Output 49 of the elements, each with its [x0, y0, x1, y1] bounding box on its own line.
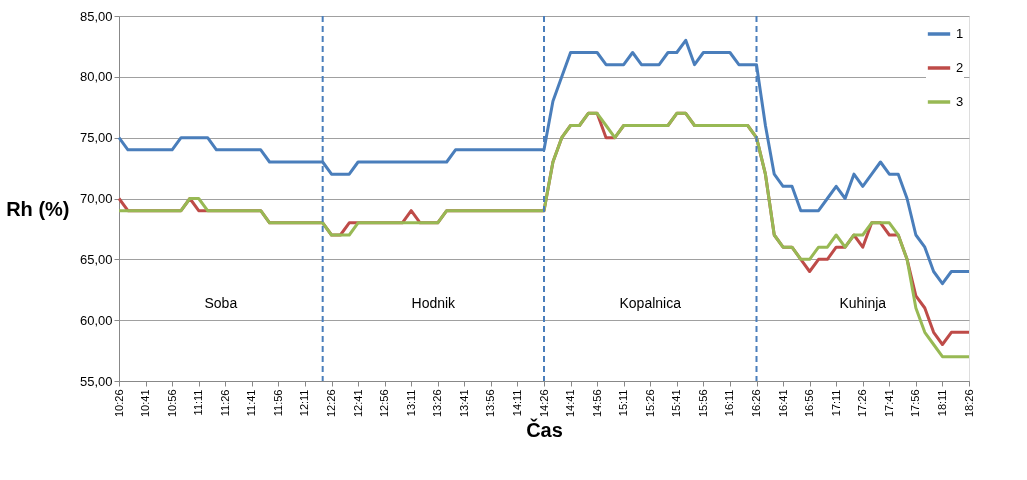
- x-tick-label: 15:56: [696, 389, 709, 418]
- x-tick-label: 13:11: [404, 389, 417, 417]
- y-tick-label: 75,00: [79, 130, 113, 146]
- x-tick-label: 12:41: [351, 389, 364, 418]
- x-tick-label: 17:56: [909, 389, 922, 418]
- y-axis-title: Rh (%): [6, 197, 70, 220]
- y-tick-label: 70,00: [79, 191, 113, 206]
- y-tick-label: 65,00: [79, 251, 113, 267]
- x-tick-label: 12:11: [298, 389, 311, 417]
- annotation: Hodnik: [411, 295, 457, 312]
- y-tick-label: 55,00: [79, 373, 113, 389]
- x-tick-label: 17:26: [856, 389, 869, 418]
- x-tick-label: 16:41: [776, 389, 789, 418]
- y-tick-label: 60,00: [79, 312, 113, 328]
- x-tick-label: 14:11: [510, 389, 523, 417]
- x-tick-label: 13:41: [457, 389, 470, 418]
- x-tick-label: 15:41: [670, 389, 683, 418]
- x-tick-label: 16:56: [803, 389, 816, 418]
- annotation: Kopalnica: [619, 295, 682, 312]
- x-tick-label: 18:11: [935, 389, 948, 417]
- x-tick-label: 14:41: [564, 389, 577, 418]
- y-tick-label: 80,00: [79, 69, 113, 85]
- legend-label: 2: [956, 60, 964, 75]
- x-tick-label: 13:56: [484, 389, 497, 418]
- x-tick-label: 12:26: [325, 389, 337, 418]
- x-tick-label: 15:11: [617, 389, 630, 417]
- x-tick-label: 11:56: [271, 389, 284, 417]
- x-tick-label: 17:41: [882, 389, 895, 418]
- annotation: Soba: [204, 295, 238, 312]
- x-tick-label: 14:26: [537, 389, 550, 418]
- y-tick-label: 85,00: [79, 8, 113, 24]
- x-tick-label: 15:26: [643, 389, 656, 418]
- legend-label: 3: [956, 94, 964, 109]
- x-tick-label: 13:26: [431, 389, 444, 418]
- x-tick-label: 12:56: [378, 389, 391, 418]
- x-axis-title: Čas: [526, 418, 563, 442]
- x-tick-label: 11:26: [218, 389, 231, 417]
- x-tick-label: 16:26: [750, 389, 762, 418]
- x-tick-label: 10:56: [165, 389, 178, 418]
- x-tick-label: 10:41: [139, 389, 152, 418]
- legend-label: 1: [956, 26, 964, 41]
- x-tick-label: 18:26: [962, 389, 975, 418]
- x-tick-label: 16:11: [723, 389, 736, 417]
- x-tick-label: 10:26: [112, 389, 125, 418]
- x-tick-label: 17:11: [829, 389, 842, 417]
- x-tick-label: 11:41: [245, 389, 258, 417]
- annotation: Kuhinja: [839, 295, 887, 312]
- x-tick-label: 14:56: [590, 389, 603, 418]
- x-tick-label: 11:11: [192, 389, 205, 416]
